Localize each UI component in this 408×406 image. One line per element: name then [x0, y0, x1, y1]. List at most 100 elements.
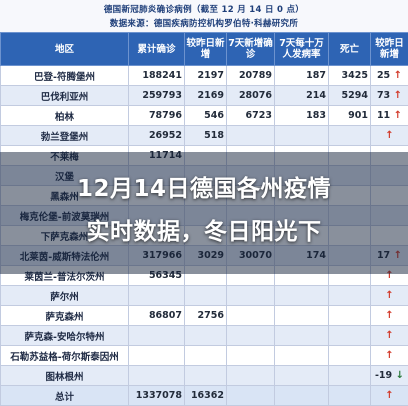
arrow-up-icon: ↑	[385, 130, 393, 141]
deaths-change-value: 11	[377, 110, 390, 121]
cell-new	[185, 346, 227, 366]
cell-new: 2756	[185, 306, 227, 326]
cell-new: 2169	[185, 86, 227, 106]
table-header-row: 地区 累计确诊 较昨日新增 7天新增确诊 7天每十万人发病率 死亡 较昨日新增	[1, 33, 408, 66]
cell-rate	[275, 286, 329, 306]
cell-rate	[275, 346, 329, 366]
deaths-change-cell: -19 ↓	[371, 366, 408, 386]
arrow-down-icon: ↓	[392, 370, 404, 381]
region-name: 柏林	[1, 106, 129, 126]
cell-total	[129, 286, 185, 306]
column-header: 累计确诊	[129, 33, 185, 66]
cell-total	[129, 346, 185, 366]
caption-overlay: 12月14日德国各州疫情 实时数据，冬日阳光下	[0, 152, 408, 274]
region-name: 巴伐利亚州	[1, 86, 129, 106]
cell-new7	[227, 346, 275, 366]
region-name: 图林根州	[1, 366, 129, 386]
caption-line-2: 实时数据，冬日阳光下	[0, 212, 408, 246]
cell-deaths: 3425	[329, 66, 371, 86]
cell-new	[185, 326, 227, 346]
arrow-up-icon: ↑	[385, 290, 393, 301]
cell-new7: 6723	[227, 106, 275, 126]
cell-new7: 20789	[227, 66, 275, 86]
arrow-up-icon: ↑	[385, 310, 393, 321]
cell-total	[129, 366, 185, 386]
cell-deaths	[329, 346, 371, 366]
deaths-change-value: 73	[377, 90, 390, 101]
region-name: 萨尔州	[1, 286, 129, 306]
cell-new7	[227, 286, 275, 306]
deaths-change-cell: ↑	[371, 346, 408, 366]
arrow-up-icon: ↑	[390, 70, 402, 81]
region-name: 勃兰登堡州	[1, 126, 129, 146]
region-name: 总计	[1, 386, 129, 406]
deaths-change-cell: ↑	[371, 286, 408, 306]
header-source: 数据来源：德国疾病防控机构罗伯特·科赫研究所	[0, 17, 408, 29]
deaths-change-cell: ↑	[371, 306, 408, 326]
region-name: 石勒苏益格-荷尔斯泰因州	[1, 346, 129, 366]
cell-new7	[227, 366, 275, 386]
cell-new: 518	[185, 126, 227, 146]
table-row: 萨尔州 ↑	[1, 286, 408, 306]
deaths-change-cell: ↑	[371, 326, 408, 346]
deaths-change-cell: ↑	[371, 126, 408, 146]
deaths-change-value: 25	[377, 70, 390, 81]
deaths-change-cell: 73 ↑	[371, 86, 408, 106]
cell-rate: 187	[275, 66, 329, 86]
deaths-change-cell: 11 ↑	[371, 106, 408, 126]
cell-deaths	[329, 326, 371, 346]
cell-new	[185, 366, 227, 386]
cell-rate	[275, 386, 329, 406]
arrow-up-icon: ↑	[390, 90, 402, 101]
cell-deaths	[329, 386, 371, 406]
table-row: 图林根州 -19 ↓	[1, 366, 408, 386]
cell-total	[129, 326, 185, 346]
cell-new7	[227, 386, 275, 406]
column-header: 7天新增确诊	[227, 33, 275, 66]
cell-new7	[227, 126, 275, 146]
cell-deaths	[329, 126, 371, 146]
cell-total: 1337078	[129, 386, 185, 406]
header-title: 德国新冠肺炎确诊病例（截至 12 月 14 日 0 点）	[0, 3, 408, 15]
column-header: 7天每十万人发病率	[275, 33, 329, 66]
cell-rate	[275, 326, 329, 346]
caption-line-1: 12月14日德国各州疫情	[0, 169, 408, 203]
arrow-up-icon: ↑	[385, 330, 393, 341]
column-header: 较昨日新增	[185, 33, 227, 66]
deaths-change-cell: 25 ↑	[371, 66, 408, 86]
cell-deaths: 5294	[329, 86, 371, 106]
cell-total: 86807	[129, 306, 185, 326]
region-name: 萨克森-安哈尔特州	[1, 326, 129, 346]
column-header: 地区	[1, 33, 129, 66]
cell-new7	[227, 326, 275, 346]
cell-deaths: 901	[329, 106, 371, 126]
cell-deaths	[329, 366, 371, 386]
cell-new: 2197	[185, 66, 227, 86]
cell-total: 259793	[129, 86, 185, 106]
column-header: 较昨日新增	[371, 33, 408, 66]
cell-rate	[275, 126, 329, 146]
cell-deaths	[329, 306, 371, 326]
arrow-up-icon: ↑	[390, 110, 402, 121]
arrow-up-icon: ↑	[385, 350, 393, 361]
cell-rate: 183	[275, 106, 329, 126]
document-header: 德国新冠肺炎确诊病例（截至 12 月 14 日 0 点） 数据来源：德国疾病防控…	[0, 0, 408, 36]
cell-rate: 214	[275, 86, 329, 106]
region-name: 萨克森州	[1, 306, 129, 326]
cell-total: 188241	[129, 66, 185, 86]
column-header: 死亡	[329, 33, 371, 66]
cell-rate	[275, 366, 329, 386]
deaths-change-cell: ↑	[371, 386, 408, 406]
deaths-change-value: -19	[375, 370, 392, 381]
table-row: 石勒苏益格-荷尔斯泰因州 ↑	[1, 346, 408, 366]
table-row: 萨克森-安哈尔特州 ↑	[1, 326, 408, 346]
cell-rate	[275, 306, 329, 326]
cell-new7: 28076	[227, 86, 275, 106]
